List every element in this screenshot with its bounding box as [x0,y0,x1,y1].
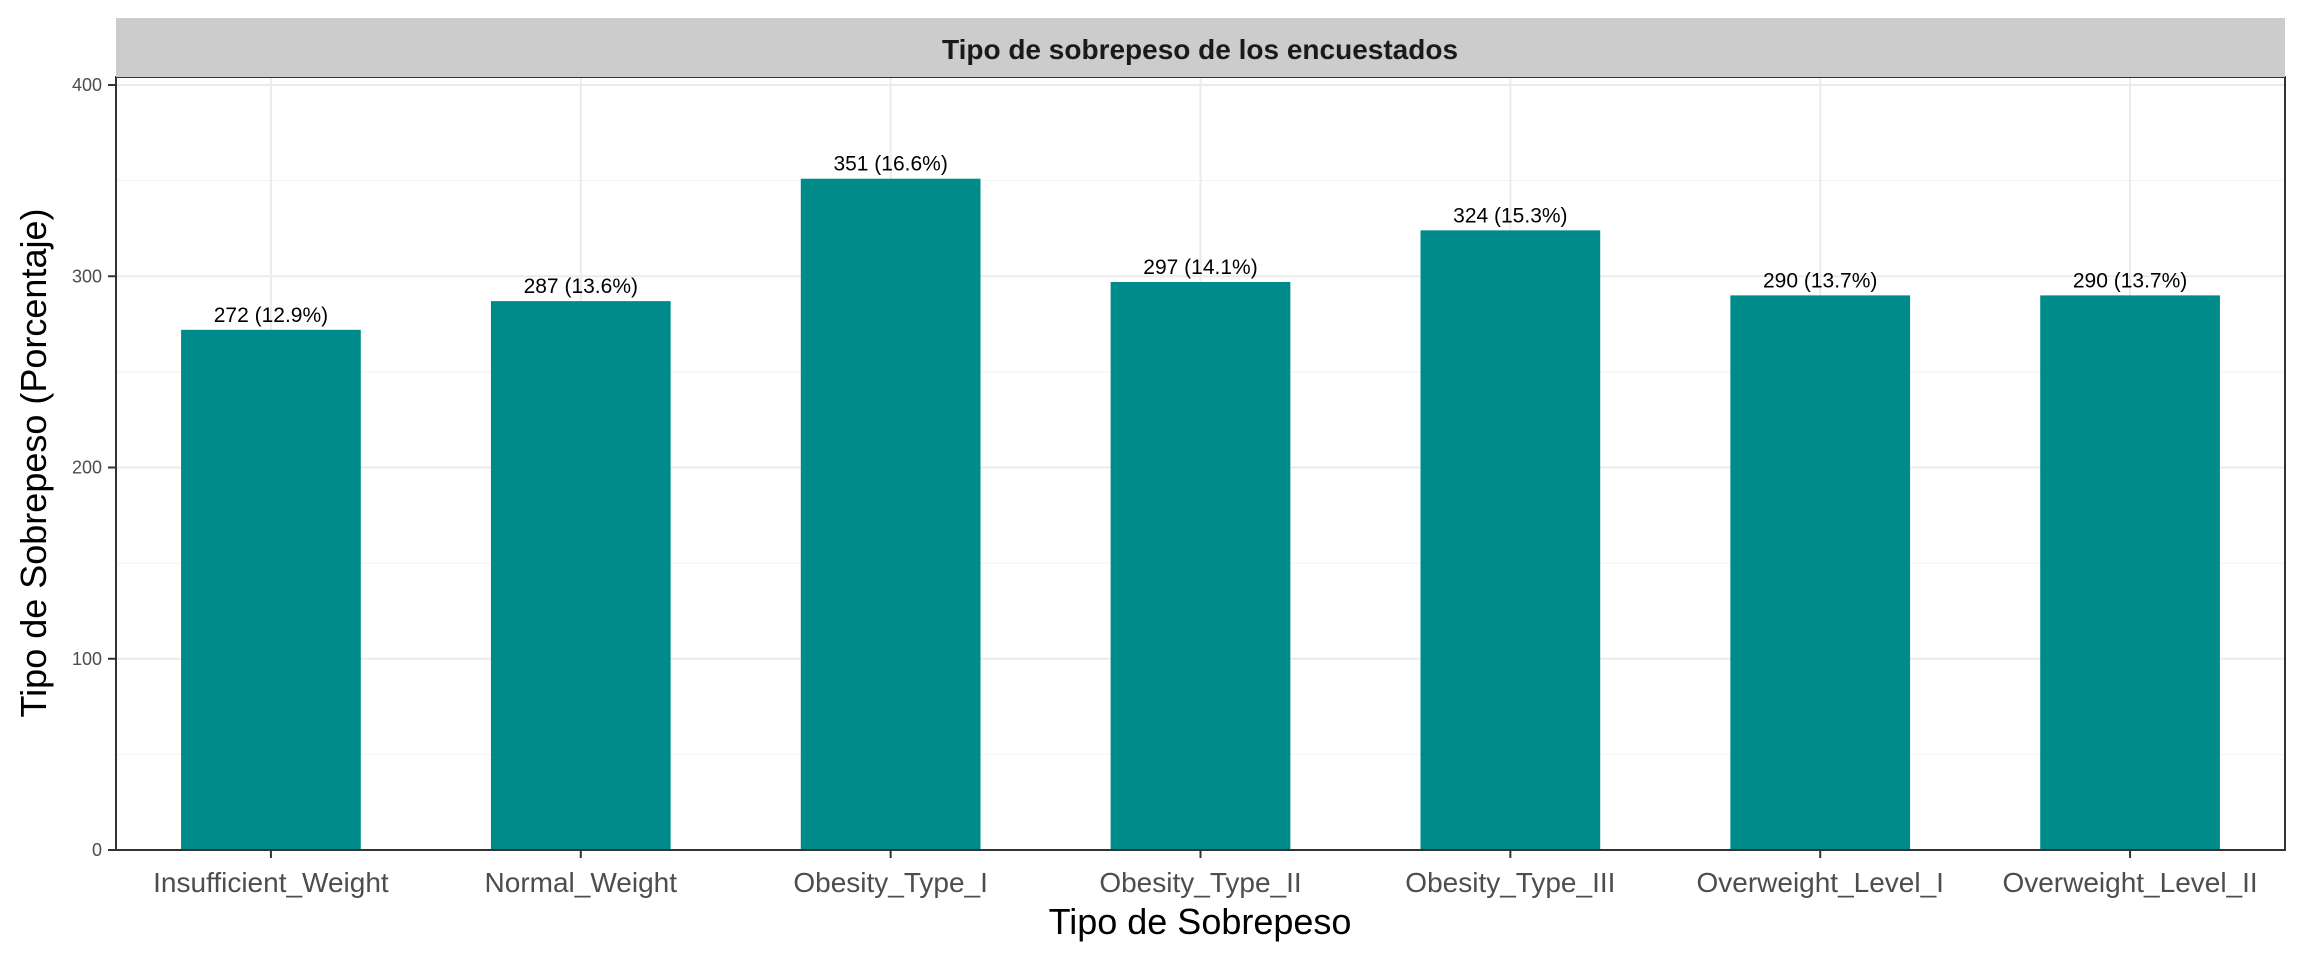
bar [800,178,981,850]
x-tick-label: Obesity_Type_II [1099,867,1301,898]
x-tick-label: Overweight_Level_II [2002,867,2257,898]
y-axis-title: Tipo de Sobrepeso (Porcentaje) [13,209,54,718]
x-axis: Insufficient_Weight Normal_Weight Obesity_… [153,850,2258,898]
data-labels: 272 (12.9%) 287 (13.6%) 351 (16.6%) 297 (14… [214,153,2188,327]
x-tick-label: Insufficient_Weight [153,867,389,898]
y-tick-label: 200 [72,458,102,478]
data-label: 351 (16.6%) [833,153,947,176]
chart-title: Tipo de sobrepeso de los encuestados [942,34,1458,65]
y-axis: 0 100 200 300 400 [72,75,116,860]
y-tick-label: 100 [72,649,102,669]
bar [490,301,671,850]
bar [1730,295,1911,850]
bar [1110,281,1291,850]
bar [2040,295,2220,850]
bars [181,178,2220,851]
x-tick-label: Obesity_Type_I [793,867,988,898]
x-tick-label: Obesity_Type_III [1405,867,1615,898]
bar [181,329,361,850]
x-tick-label: Normal_Weight [485,867,678,898]
x-tick-label: Overweight_Level_I [1696,867,1943,898]
facet-strip [116,18,2285,77]
data-label: 324 (15.3%) [1453,204,1567,227]
data-label: 287 (13.6%) [524,275,638,298]
y-tick-label: 300 [72,266,102,286]
data-label: 290 (13.7%) [2073,269,2187,292]
data-label: 272 (12.9%) [214,304,328,327]
y-tick-label: 0 [92,840,102,860]
data-label: 297 (14.1%) [1143,256,1257,279]
x-axis-title: Tipo de Sobrepeso [1049,901,1352,942]
bar [1420,230,1601,851]
data-label: 290 (13.7%) [1763,269,1877,292]
y-tick-label: 400 [72,75,102,95]
